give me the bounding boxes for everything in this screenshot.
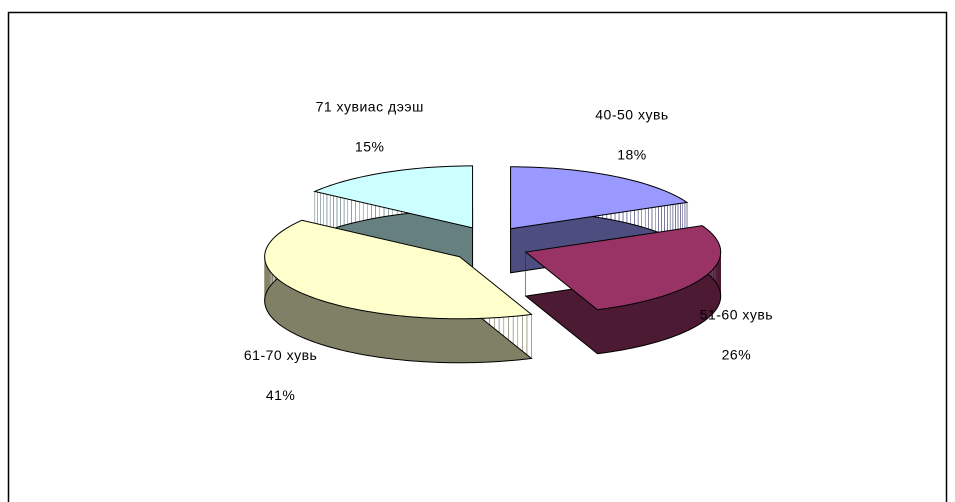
- slice-label: 51-60 хувь: [700, 306, 773, 322]
- slice-value-label: 15%: [355, 139, 385, 155]
- slice: [510, 166, 689, 230]
- slice-label: 40-50 хувь: [595, 106, 668, 122]
- slice-value-label: 26%: [722, 346, 752, 362]
- slice-label: 71 хувиас дээш: [316, 99, 424, 115]
- slice-bottom-edge: [524, 269, 722, 355]
- slice-label: 61-70 хувь: [244, 347, 317, 363]
- chart-frame: [7, 11, 948, 502]
- slice-bottom-edge: [264, 263, 533, 364]
- slice: [524, 225, 722, 311]
- slice: [264, 219, 533, 320]
- slice: [313, 165, 474, 229]
- slice-value-label: 41%: [266, 387, 296, 403]
- slice-value-label: 18%: [617, 146, 647, 162]
